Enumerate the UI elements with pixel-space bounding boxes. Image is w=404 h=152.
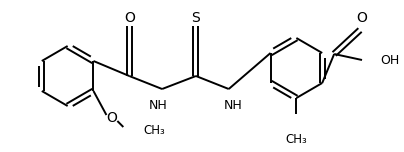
Text: O: O xyxy=(106,111,117,125)
Text: CH₃: CH₃ xyxy=(143,123,165,136)
Text: OH: OH xyxy=(380,54,399,67)
Text: NH: NH xyxy=(149,99,168,112)
Text: NH: NH xyxy=(223,99,242,112)
Text: CH₃: CH₃ xyxy=(286,133,307,146)
Text: O: O xyxy=(124,11,135,25)
Text: O: O xyxy=(357,11,368,25)
Text: S: S xyxy=(191,11,200,25)
